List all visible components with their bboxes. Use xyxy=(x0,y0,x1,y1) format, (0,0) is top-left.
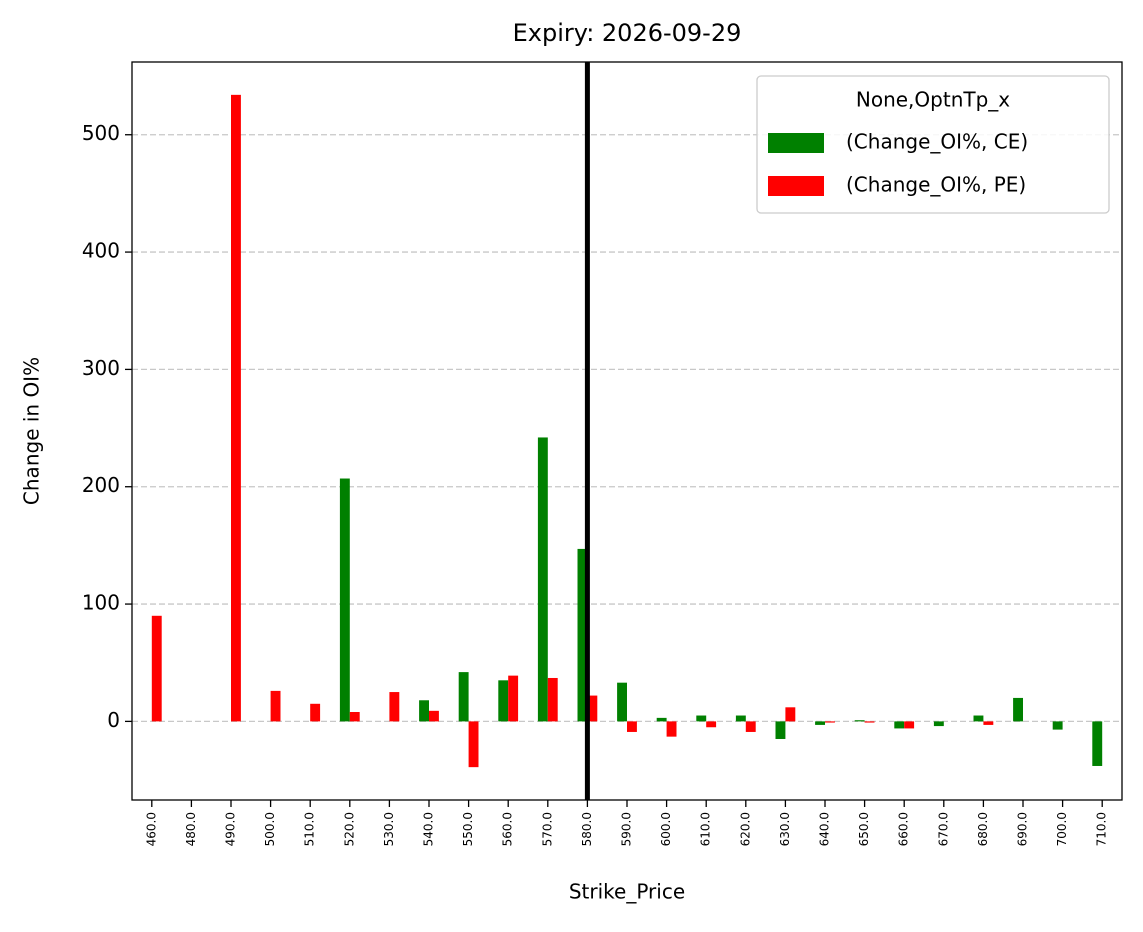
bar xyxy=(270,690,281,722)
x-tick-label: 700.0 xyxy=(1055,812,1069,846)
bar xyxy=(419,700,429,722)
x-tick-label: 560.0 xyxy=(501,812,515,846)
bar xyxy=(825,721,835,723)
x-tick-label: 550.0 xyxy=(461,812,475,846)
bar xyxy=(894,721,905,729)
y-tick-label: 400 xyxy=(82,239,120,263)
bar xyxy=(666,721,677,737)
y-tick-label: 300 xyxy=(82,356,120,380)
bar xyxy=(537,437,548,722)
x-tick-label: 460.0 xyxy=(144,812,158,846)
x-tick-label: 640.0 xyxy=(818,812,832,846)
chart-title: Expiry: 2026-09-29 xyxy=(513,19,742,47)
bar xyxy=(735,715,746,722)
bar xyxy=(577,548,588,722)
x-tick-label: 500.0 xyxy=(263,812,277,846)
bar xyxy=(1052,721,1063,730)
legend-box xyxy=(756,75,1110,214)
x-tick-label: 630.0 xyxy=(778,812,792,846)
x-tick-label: 520.0 xyxy=(342,812,356,846)
bar xyxy=(696,715,707,722)
bar xyxy=(815,721,825,725)
legend-title: None,OptnTp_x xyxy=(856,88,1010,112)
x-tick-label: 660.0 xyxy=(897,812,911,846)
x-tick-label: 530.0 xyxy=(382,812,396,846)
legend-label: (Change_OI%, PE) xyxy=(846,173,1026,197)
bar xyxy=(498,680,509,722)
bar xyxy=(706,721,717,728)
bar xyxy=(933,721,944,727)
x-tick-label: 600.0 xyxy=(659,812,673,846)
y-tick-label: 0 xyxy=(107,708,120,732)
bar xyxy=(339,478,350,722)
x-tick-label: 610.0 xyxy=(699,812,713,846)
bar xyxy=(854,720,865,722)
bar xyxy=(745,721,756,732)
x-tick-label: 590.0 xyxy=(620,812,634,846)
x-tick-label: 580.0 xyxy=(580,812,594,846)
legend-swatch xyxy=(768,176,824,196)
bar xyxy=(231,94,241,722)
bar xyxy=(785,707,796,722)
bar xyxy=(151,615,162,722)
legend-label: (Change_OI%, CE) xyxy=(846,130,1028,154)
bar xyxy=(617,682,627,722)
bar xyxy=(547,677,558,722)
y-tick-label: 200 xyxy=(82,473,120,497)
x-tick-label: 620.0 xyxy=(738,812,752,846)
bar xyxy=(429,710,439,722)
bar xyxy=(1092,721,1103,766)
bar xyxy=(983,721,994,725)
plot-frame xyxy=(131,61,1123,801)
bar xyxy=(904,721,915,729)
bar xyxy=(310,703,321,722)
bar xyxy=(508,675,519,722)
x-axis-label: Strike_Price xyxy=(569,880,685,904)
y-tick-label: 500 xyxy=(82,121,120,145)
x-tick-label: 570.0 xyxy=(540,812,554,846)
bar xyxy=(864,721,875,723)
bar xyxy=(389,692,400,722)
bar xyxy=(627,721,637,732)
y-tick-label: 100 xyxy=(82,591,120,615)
bar xyxy=(349,712,360,722)
y-axis-label: Change in OI% xyxy=(20,357,44,505)
bar xyxy=(587,695,598,722)
bar xyxy=(973,715,984,722)
legend-swatch xyxy=(768,133,824,153)
x-tick-label: 650.0 xyxy=(857,812,871,846)
x-tick-label: 680.0 xyxy=(976,812,990,846)
x-tick-label: 510.0 xyxy=(303,812,317,846)
x-tick-label: 670.0 xyxy=(936,812,950,846)
x-tick-label: 690.0 xyxy=(1016,812,1030,846)
x-tick-label: 710.0 xyxy=(1095,812,1109,846)
x-tick-label: 540.0 xyxy=(422,812,436,846)
bar xyxy=(775,721,786,739)
bar xyxy=(1013,697,1023,722)
bar xyxy=(468,721,479,768)
bar xyxy=(458,672,469,722)
bar xyxy=(656,717,667,722)
x-tick-label: 480.0 xyxy=(184,812,198,846)
x-tick-label: 490.0 xyxy=(224,812,238,846)
